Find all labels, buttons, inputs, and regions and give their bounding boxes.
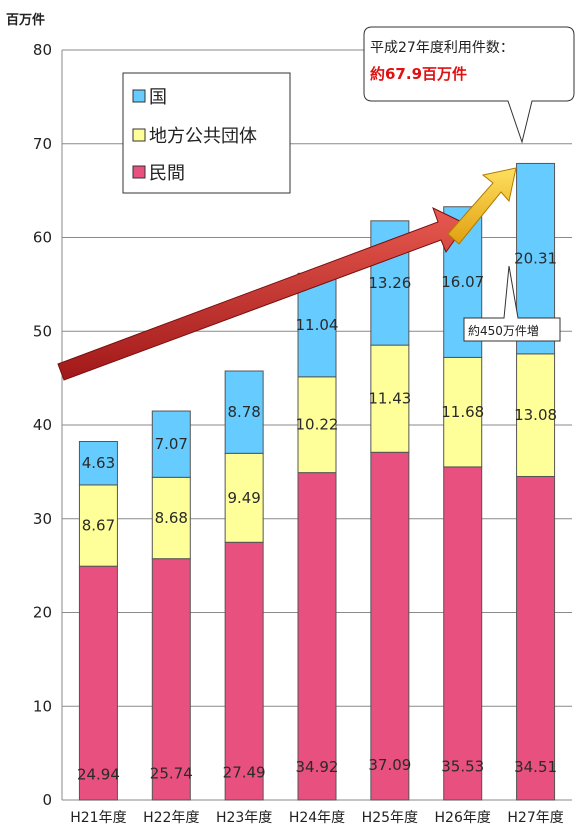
increase-arrow [447, 167, 517, 245]
data-label: 27.49 [223, 763, 266, 781]
bar-segment [370, 451, 410, 801]
data-label: 13.08 [514, 406, 557, 424]
data-label: 8.78 [227, 403, 260, 421]
bar-segment [443, 466, 483, 801]
callout-bubble [363, 26, 575, 144]
x-category-label: H23年度 [216, 810, 272, 826]
data-label: 11.43 [368, 390, 411, 408]
data-label: 7.07 [155, 435, 188, 453]
bar-segment [224, 541, 264, 801]
bar-segment [516, 475, 556, 801]
data-label: 8.67 [82, 517, 115, 535]
x-category-label: H22年度 [143, 810, 199, 826]
increase-callout: 約450万件増 [463, 265, 561, 342]
x-category-label: H21年度 [70, 810, 126, 826]
bar-segment [224, 452, 264, 543]
y-tick-label: 70 [33, 135, 52, 153]
data-label: 25.74 [150, 765, 193, 783]
data-label: 34.92 [296, 758, 339, 776]
data-label: 35.53 [441, 757, 484, 775]
legend-swatch-chiho [132, 128, 146, 142]
increase-bubble [463, 265, 561, 342]
y-tick-label: 80 [33, 41, 52, 59]
legend-swatch-minkan [132, 165, 146, 179]
data-label: 4.63 [82, 454, 115, 472]
x-category-label: H27年度 [507, 810, 563, 826]
data-label: 20.31 [514, 250, 557, 268]
bar-segment [224, 370, 264, 454]
y-tick-label: 10 [33, 697, 52, 715]
data-label: 34.51 [514, 758, 557, 776]
legend-label-minkan: 民間 [149, 163, 185, 184]
y-tick-label: 30 [33, 510, 52, 528]
data-labels: 24.94 8.67 4.63 25.74 8.68 7.07 27.49 9.49 8.78 3… [77, 250, 557, 784]
total-callout: 平成27年度利用件数： 約67.9百万件 [363, 26, 575, 144]
data-label: 10.22 [296, 416, 339, 434]
y-tick-label: 20 [33, 604, 52, 622]
bar-series [78, 162, 556, 801]
bar-segment [151, 476, 191, 560]
data-label: 8.68 [155, 509, 188, 527]
legend-box [122, 72, 291, 194]
bar-segment [370, 344, 410, 453]
callout-line-2: 約67.9百万件 [370, 65, 467, 83]
callout-line-1: 平成27年度利用件数： [370, 40, 514, 56]
y-tick-label: 40 [33, 416, 52, 434]
y-tick-label: 60 [33, 229, 52, 247]
data-label: 9.49 [227, 489, 260, 507]
bar-segment [78, 484, 118, 567]
y-axis-unit-label: 百万件 [6, 12, 45, 28]
legend-label-kuni: 国 [149, 87, 167, 108]
bar-segment [78, 441, 118, 486]
y-tick-label: 0 [42, 791, 52, 809]
y-tick-label: 50 [33, 322, 52, 340]
x-category-label: H25年度 [362, 810, 418, 826]
y-axis-ticks: 0 10 20 30 40 50 60 70 80 [33, 41, 52, 809]
data-label: 16.07 [441, 273, 484, 291]
data-label: 24.94 [77, 765, 120, 783]
x-category-label: H26年度 [435, 810, 491, 826]
data-label: 37.09 [368, 756, 411, 774]
legend-swatch-kuni [132, 89, 146, 103]
data-label: 11.04 [296, 316, 339, 334]
bar-segment [297, 376, 337, 474]
legend-label-chiho: 地方公共団体 [149, 126, 257, 147]
bar-segment [151, 558, 191, 801]
bar-segment [151, 410, 191, 478]
data-label: 13.26 [368, 274, 411, 292]
bar-segment [443, 356, 483, 468]
x-category-label: H24年度 [289, 810, 345, 826]
increase-note: 約450万件増 [468, 323, 539, 338]
data-label: 11.68 [441, 403, 484, 421]
x-axis-categories: H21年度 H22年度 H23年度 H24年度 H25年度 H26年度 H27年度 [70, 810, 563, 826]
bar-segment [297, 472, 337, 801]
legend: 国 地方公共団体 民間 [122, 72, 291, 194]
